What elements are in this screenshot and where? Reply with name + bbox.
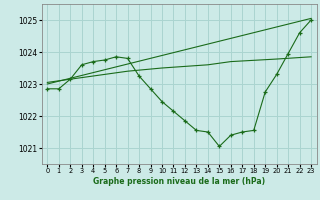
X-axis label: Graphe pression niveau de la mer (hPa): Graphe pression niveau de la mer (hPa): [93, 177, 265, 186]
